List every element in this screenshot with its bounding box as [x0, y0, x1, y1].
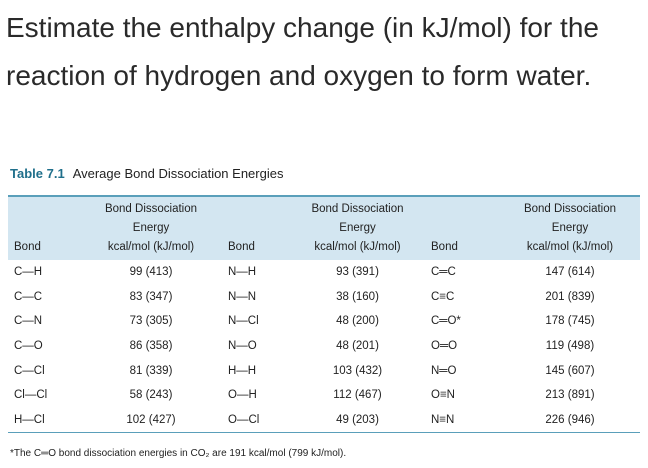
table-row: H—Cl 102 (427) O—Cl 49 (203) N≡N 226 (946) — [8, 408, 640, 433]
header-row: Bond Bond Dissociation Energy kcal/mol (kJ/… — [8, 196, 640, 260]
energy-cell: 119 (498) — [545, 340, 595, 353]
energy-cell: 147 (614) — [545, 266, 595, 279]
energy-cell: 213 (891) — [545, 389, 595, 402]
energy-cell: 49 (203) — [336, 413, 379, 426]
energy-cell: 99 (413) — [129, 266, 173, 279]
energy-cell: 102 (427) — [126, 413, 176, 426]
bond-cell: C═C — [431, 266, 456, 279]
energy-cell: 81 (339) — [129, 364, 173, 377]
bond-cell: C—N — [14, 315, 43, 328]
header-line: Energy — [339, 222, 376, 234]
header-line: kcal/mol (kJ/mol) — [314, 241, 401, 253]
energy-cell: 48 (200) — [336, 315, 379, 328]
bond-cell: O—H — [228, 389, 257, 402]
table-row: C—O 86 (358) N—O 48 (201) O═O 119 (498) — [8, 334, 640, 359]
bond-cell: C═O* — [431, 315, 461, 328]
energy-cell: 73 (305) — [129, 315, 173, 328]
energy-cell: 83 (347) — [129, 290, 173, 303]
energy-cell: 226 (946) — [545, 413, 595, 426]
table-row: C—Cl 81 (339) H—H 103 (432) N═O 145 (607) — [8, 358, 640, 383]
question: Estimate the enthalpy change (in kJ/mol)… — [6, 12, 599, 91]
header-line: Bond Dissociation — [104, 203, 198, 215]
table-caption: Table 7.1 Average Bond Dissociation Energ… — [10, 166, 283, 181]
header-cell: Bond — [222, 196, 290, 260]
header-line: Energy — [551, 222, 589, 234]
bond-cell: H—H — [228, 364, 257, 377]
energy-cell: 58 (243) — [129, 389, 173, 402]
energy-cell: 38 (160) — [336, 290, 379, 303]
bond-cell: N—H — [228, 266, 257, 279]
bond-cell: H—Cl — [14, 413, 45, 426]
header-cell: Bond — [425, 196, 500, 260]
caption: Average Bond Dissociation Energies — [72, 166, 284, 181]
energy-cell: 86 (358) — [129, 340, 173, 353]
bond-cell: C—O — [14, 340, 43, 353]
energy-cell: 93 (391) — [336, 266, 379, 279]
energy-cell: 178 (745) — [545, 315, 595, 328]
header-line: kcal/mol (kJ/mol) — [107, 241, 195, 253]
header-line: Bond — [228, 241, 255, 253]
bond-table: Bond Bond Dissociation Energy kcal/mol (kJ/… — [8, 195, 640, 433]
table-row: C—C 83 (347) N—N 38 (160) C≡C 201 (839) — [8, 285, 640, 310]
bond-cell: O≡N — [431, 389, 455, 402]
energy-cell: 112 (467) — [333, 389, 382, 402]
bond-cell: C≡C — [431, 290, 455, 303]
energy-cell: 201 (839) — [545, 290, 595, 303]
table-row: Cl—Cl 58 (243) O—H 112 (467) O≡N 213 (891) — [8, 383, 640, 408]
header-line: kcal/mol (kJ/mol) — [526, 241, 614, 253]
table-label: Table 7.1 — [10, 166, 65, 181]
bond-cell: N—Cl — [228, 315, 259, 328]
energy-cell: 103 (432) — [332, 364, 383, 377]
bond-cell: N═O — [431, 364, 457, 377]
energy-cell: 145 (607) — [545, 364, 595, 377]
table-row: C—N 73 (305) N—Cl 48 (200) C═O* 178 (745) — [8, 309, 640, 334]
bond-cell: N—N — [228, 290, 257, 303]
bond-cell: Cl—Cl — [14, 389, 48, 402]
bond-cell: C—H — [14, 266, 43, 279]
bond-cell: N—O — [228, 340, 257, 353]
header-cell: Bond Dissociation Energy kcal/mol (kJ/mol) — [500, 196, 640, 260]
table-row: C—H 99 (413) N—H 93 (391) C═C 147 (614) — [8, 260, 640, 285]
bond-cell: C—Cl — [14, 364, 45, 377]
header-cell: Bond Dissociation Energy kcal/mol (kJ/mol) — [290, 196, 425, 260]
table-body: C—H 99 (413) N—H 93 (391) C═C 147 (614) C—C 83 … — [8, 260, 640, 433]
header-line: Energy — [132, 222, 170, 234]
energy-cell: 48 (201) — [336, 340, 379, 353]
bond-cell: C—C — [14, 290, 43, 303]
footnote: *The C═O bond dissociation energies in C… — [10, 448, 347, 459]
header-line: Bond — [14, 241, 41, 253]
bond-cell: O═O — [431, 340, 458, 353]
header-cell: Bond Dissociation Energy kcal/mol (kJ/mol) — [80, 196, 222, 260]
header-line: Bond — [431, 241, 458, 253]
bond-cell: N≡N — [431, 413, 455, 426]
header-line: Bond Dissociation — [311, 203, 404, 215]
bond-cell: O—Cl — [228, 413, 260, 426]
header-line: Bond Dissociation — [523, 203, 617, 215]
header-cell: Bond — [8, 196, 80, 260]
